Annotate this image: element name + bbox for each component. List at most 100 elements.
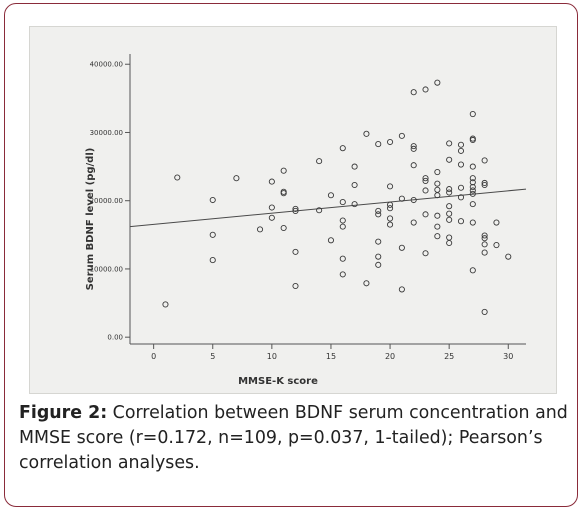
data-point — [363, 130, 370, 137]
data-point — [410, 145, 417, 152]
figure-caption: Figure 2: Correlation between BDNF serum… — [19, 401, 575, 476]
data-point — [434, 212, 441, 219]
data-point — [339, 223, 346, 230]
data-point — [469, 110, 476, 118]
x-tick-label: 5 — [210, 352, 215, 361]
data-point — [457, 141, 465, 148]
figure-frame: 0.00 10000.00 20000.00 30000.00 40000.00 0 5 10… — [4, 3, 578, 507]
caption-label: Figure 2: — [19, 403, 108, 423]
data-point — [398, 132, 405, 139]
data-point — [292, 205, 299, 212]
data-point — [387, 201, 394, 208]
data-point — [363, 280, 370, 287]
data-point — [410, 143, 417, 150]
x-tick-label: 10 — [267, 352, 277, 361]
data-point — [375, 211, 382, 218]
data-point — [481, 181, 488, 189]
data-point — [351, 163, 358, 170]
data-point — [469, 175, 476, 182]
data-point — [280, 167, 287, 174]
data-point — [481, 249, 488, 256]
data-point — [446, 216, 453, 223]
data-point — [375, 141, 382, 148]
data-point — [410, 219, 417, 226]
data-point — [481, 232, 488, 239]
y-tick-label: 40000.00 — [90, 61, 123, 69]
x-tick-label: 25 — [444, 352, 454, 361]
data-point — [446, 189, 453, 196]
data-point — [327, 237, 335, 244]
data-point — [410, 196, 417, 204]
data-point — [505, 253, 512, 260]
x-tick-label: 20 — [385, 352, 395, 361]
data-point — [316, 158, 323, 165]
data-point — [316, 207, 323, 214]
data-point — [457, 218, 465, 225]
data-point — [268, 214, 275, 221]
data-point — [292, 207, 299, 214]
data-point — [434, 180, 441, 187]
data-point — [446, 234, 453, 241]
data-point — [481, 235, 488, 242]
data-point — [469, 163, 476, 170]
data-point — [457, 147, 465, 154]
x-tick-label: 15 — [326, 352, 336, 361]
x-tick-label: 0 — [151, 352, 156, 361]
data-point — [434, 223, 441, 230]
data-point — [410, 89, 417, 96]
data-point — [446, 186, 453, 193]
data-point — [339, 199, 346, 206]
data-point — [375, 238, 382, 245]
chart-panel: 0.00 10000.00 20000.00 30000.00 40000.00 0 5 10… — [29, 26, 557, 394]
y-tick-label: 10000.00 — [90, 265, 123, 273]
data-point — [174, 174, 181, 181]
data-points — [162, 79, 512, 315]
data-point — [292, 248, 299, 255]
y-tick-label: 20000.00 — [90, 197, 123, 205]
data-point — [327, 192, 335, 199]
data-point — [469, 190, 476, 197]
regression-line — [129, 188, 527, 228]
data-point — [387, 183, 394, 190]
data-point — [351, 181, 358, 189]
data-point — [398, 195, 405, 202]
data-point — [375, 253, 382, 260]
data-point — [209, 196, 216, 204]
data-point — [446, 239, 453, 247]
data-point — [481, 241, 488, 248]
data-point — [446, 140, 453, 147]
data-point — [446, 156, 453, 163]
data-point — [481, 157, 488, 164]
data-point — [469, 187, 476, 194]
data-point — [410, 162, 417, 169]
data-point — [434, 233, 441, 240]
data-point — [434, 168, 441, 176]
data-point — [457, 184, 465, 191]
data-point — [339, 255, 346, 262]
tick-labels: 0.00 10000.00 20000.00 30000.00 40000.00 0 5 10… — [90, 61, 514, 361]
data-point — [280, 224, 287, 232]
data-point — [422, 187, 429, 194]
x-tick-label: 30 — [503, 352, 513, 361]
y-tick-label: 30000.00 — [90, 129, 123, 137]
data-point — [493, 242, 500, 249]
data-point — [268, 178, 275, 185]
data-point — [422, 250, 429, 257]
data-point — [375, 207, 382, 214]
data-point — [446, 210, 453, 217]
data-point — [209, 231, 216, 238]
data-point — [280, 190, 287, 197]
data-point — [387, 205, 394, 212]
data-point — [422, 177, 429, 184]
data-point — [375, 261, 382, 268]
data-point — [256, 226, 264, 233]
data-point — [209, 257, 216, 264]
data-point — [268, 204, 275, 211]
data-point — [481, 308, 488, 315]
data-point — [469, 184, 476, 191]
data-point — [469, 201, 476, 208]
y-tick-label: 0.00 — [107, 334, 123, 342]
data-point — [434, 186, 441, 193]
data-point — [339, 145, 346, 152]
data-point — [493, 219, 500, 226]
